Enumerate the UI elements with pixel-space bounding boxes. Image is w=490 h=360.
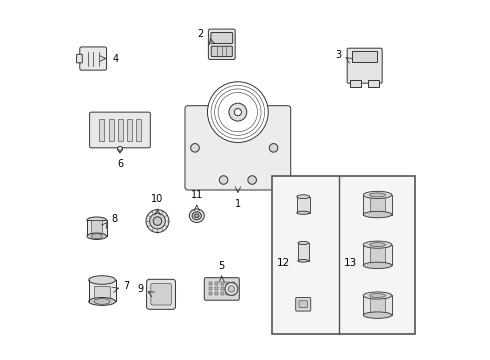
Bar [109, 119, 114, 141]
Bar [232, 287, 235, 290]
Circle shape [225, 283, 238, 296]
Ellipse shape [189, 209, 204, 222]
Bar [91, 220, 102, 234]
FancyBboxPatch shape [296, 297, 311, 311]
Bar [215, 292, 218, 295]
Bar [363, 245, 392, 265]
Ellipse shape [369, 193, 386, 197]
FancyBboxPatch shape [299, 301, 308, 307]
Ellipse shape [89, 297, 116, 305]
Ellipse shape [363, 191, 392, 198]
Bar [232, 282, 235, 285]
Bar [209, 292, 212, 295]
Bar [350, 80, 361, 87]
Circle shape [220, 176, 228, 184]
Ellipse shape [87, 217, 107, 224]
Bar [232, 292, 235, 295]
Bar [220, 282, 223, 285]
Circle shape [146, 210, 169, 233]
Bar [363, 296, 392, 315]
Text: 5: 5 [219, 261, 225, 271]
Text: 8: 8 [111, 213, 117, 224]
Bar [136, 119, 142, 141]
Bar [215, 282, 218, 285]
Ellipse shape [298, 241, 309, 244]
Bar [272, 176, 415, 334]
Bar [368, 80, 379, 87]
Circle shape [228, 286, 235, 292]
Circle shape [118, 147, 122, 152]
Circle shape [191, 144, 199, 152]
Ellipse shape [363, 262, 392, 269]
Bar [220, 287, 223, 290]
Text: 6: 6 [117, 159, 123, 169]
Bar [87, 220, 107, 236]
Bar [209, 287, 212, 290]
Circle shape [270, 144, 278, 152]
Bar [226, 282, 229, 285]
Bar [118, 119, 123, 141]
Bar [226, 292, 229, 295]
FancyBboxPatch shape [80, 47, 107, 70]
Text: 1: 1 [235, 199, 241, 208]
Bar [369, 245, 386, 265]
FancyBboxPatch shape [211, 32, 233, 44]
Ellipse shape [89, 276, 116, 284]
Text: 12: 12 [277, 258, 291, 268]
Bar [298, 243, 309, 261]
Ellipse shape [297, 211, 310, 214]
Ellipse shape [87, 233, 107, 239]
Bar [99, 119, 104, 141]
Ellipse shape [363, 241, 392, 248]
Text: 9: 9 [137, 284, 143, 294]
FancyBboxPatch shape [147, 279, 175, 309]
FancyBboxPatch shape [204, 278, 239, 300]
Bar [369, 195, 386, 215]
Ellipse shape [369, 243, 386, 247]
FancyBboxPatch shape [185, 106, 291, 190]
Ellipse shape [298, 260, 309, 262]
Bar [215, 287, 218, 290]
Ellipse shape [195, 214, 199, 217]
Ellipse shape [363, 312, 392, 318]
Ellipse shape [363, 292, 392, 299]
Text: 10: 10 [151, 194, 164, 204]
FancyBboxPatch shape [347, 48, 382, 83]
Circle shape [149, 213, 165, 229]
Ellipse shape [192, 212, 201, 220]
Bar [89, 280, 116, 301]
Ellipse shape [297, 195, 310, 199]
FancyBboxPatch shape [151, 284, 171, 305]
Bar [363, 195, 392, 215]
Circle shape [207, 82, 268, 143]
Bar [352, 51, 377, 62]
Text: 3: 3 [335, 50, 342, 60]
Circle shape [248, 176, 256, 184]
FancyBboxPatch shape [208, 29, 235, 59]
Circle shape [234, 109, 242, 116]
FancyBboxPatch shape [90, 112, 150, 148]
Bar [108, 287, 116, 300]
Bar [220, 292, 223, 295]
Ellipse shape [369, 293, 386, 297]
Ellipse shape [91, 234, 102, 239]
Bar [297, 197, 310, 213]
Text: 11: 11 [191, 190, 203, 200]
Circle shape [153, 217, 162, 225]
Circle shape [229, 103, 247, 121]
Text: 2: 2 [197, 29, 204, 39]
Bar [94, 286, 110, 300]
Text: 4: 4 [113, 54, 119, 64]
Bar [127, 119, 132, 141]
FancyBboxPatch shape [76, 54, 82, 63]
Bar [226, 287, 229, 290]
Bar [369, 296, 386, 315]
FancyBboxPatch shape [211, 46, 232, 57]
Bar [209, 282, 212, 285]
Ellipse shape [94, 298, 110, 304]
Text: 13: 13 [344, 258, 358, 268]
Ellipse shape [363, 211, 392, 218]
Text: 7: 7 [123, 282, 130, 292]
